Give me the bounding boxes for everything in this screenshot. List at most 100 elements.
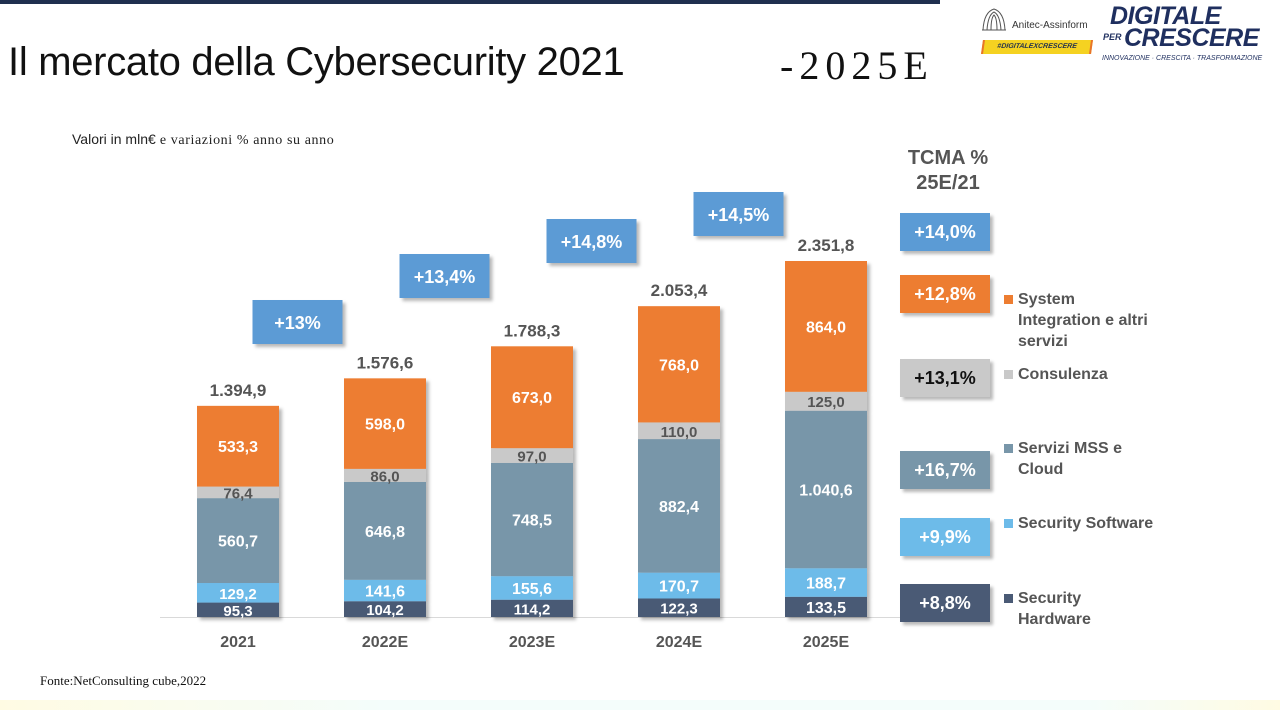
bar-segment-security_software: [638, 572, 720, 599]
legend-label-line: Hardware: [1018, 611, 1091, 628]
legend-label: Consulenza: [1004, 364, 1188, 385]
legend-swatch: [1004, 444, 1013, 453]
yoy-growth-label: +14,5%: [708, 205, 770, 225]
bar-stack-2022E: [344, 378, 426, 617]
legend-swatch: [1004, 519, 1013, 528]
bar-segment-system_integration: [344, 378, 426, 469]
bar-total-label: 1.394,9: [210, 381, 267, 400]
legend-item-security_software: Security Software: [1004, 513, 1188, 534]
x-tick-label: 2025E: [803, 634, 850, 651]
bar-segment-system_integration: [785, 261, 867, 392]
bar-stack-2024E: [638, 306, 720, 617]
bar-segment-system_integration: [197, 405, 279, 487]
segment-value-label: 110,0: [661, 424, 698, 441]
segment-value-label: 114,2: [514, 601, 551, 618]
segment-value-label: 95,3: [223, 603, 252, 620]
yoy-growth-box-bg: [546, 219, 637, 263]
cagr-total-box: +14,0%: [900, 213, 990, 251]
segment-value-label: 125,0: [807, 394, 845, 411]
segment-value-label: 560,7: [218, 534, 258, 551]
bar-segment-consulenza: [638, 422, 720, 440]
bar-segment-security_software: [344, 579, 426, 602]
anitec-assinform-logo: Anitec-Assinform #DIGITALEXCRESCERE: [978, 6, 1093, 56]
legend-label-line: Integration e altri: [1018, 312, 1148, 329]
segment-value-label: 97,0: [517, 449, 546, 466]
segment-value-label: 1.040,6: [799, 482, 852, 499]
legend-label-line: servizi: [1018, 333, 1068, 350]
segment-value-label: 104,2: [366, 602, 404, 619]
bar-segment-servizi_mss: [491, 462, 573, 577]
x-tick-label: 2022E: [362, 634, 409, 651]
legend-label: Security Hardware: [1004, 588, 1188, 630]
segment-value-label: 170,7: [659, 579, 699, 596]
bottom-border-strip: [0, 700, 1280, 710]
cagr-box-security_software: +9,9%: [900, 518, 990, 556]
segment-value-label: 882,4: [659, 499, 699, 516]
segment-value-label: 141,6: [365, 584, 405, 601]
x-tick-label: 2023E: [509, 634, 556, 651]
logo-digitale-text: DIGITALE: [1110, 2, 1221, 30]
yoy-growth-label: +13%: [274, 313, 321, 333]
segment-value-label: 646,8: [365, 524, 405, 541]
cagr-box-security_hardware: +8,8%: [900, 584, 990, 622]
yoy-growth-box: +13,4%: [399, 254, 490, 298]
legend-label: System Integration e altri servizi: [1004, 289, 1188, 352]
segment-value-label: 86,0: [370, 468, 399, 485]
bar-total-label: 1.576,6: [357, 353, 414, 372]
bar-segment-servizi_mss: [638, 439, 720, 573]
cagr-box-servizi_mss: +16,7%: [900, 451, 990, 489]
segment-value-label: 76,4: [223, 485, 253, 502]
bar-segment-consulenza: [785, 391, 867, 411]
bar-segment-system_integration: [638, 306, 720, 423]
yoy-growth-label: +13,4%: [414, 267, 476, 287]
source-note: Fonte:NetConsulting cube,2022: [40, 673, 207, 688]
bar-stack-2025E: [785, 261, 867, 617]
segment-value-label: 188,7: [806, 576, 846, 593]
legend-label: Servizi MSS e Cloud: [1004, 438, 1188, 480]
legend-label-line: Security: [1018, 590, 1082, 607]
segment-value-label: 598,0: [365, 417, 405, 434]
logo-crescere-text: CRESCERE: [1124, 24, 1259, 52]
legend-swatch: [1004, 295, 1013, 304]
cagr-box-consulenza: +13,1%: [900, 359, 990, 397]
legend-item-consulenza: Consulenza: [1004, 364, 1188, 385]
legend-item-servizi_mss: Servizi MSS e Cloud: [1004, 438, 1188, 480]
anitec-shell-icon: [982, 8, 1006, 31]
yoy-growth-box-bg: [252, 300, 343, 344]
segment-value-label: 673,0: [512, 390, 552, 407]
yoy-growth-box: +13%: [252, 300, 343, 344]
yoy-growth-box-bg: [693, 192, 784, 236]
bar-segment-security_hardware: [344, 601, 426, 617]
bar-segment-security_software: [785, 568, 867, 597]
segment-value-label: 748,5: [512, 513, 552, 530]
legend-swatch: [1004, 370, 1013, 379]
segment-value-label: 533,3: [218, 439, 258, 456]
yoy-growth-box: +14,8%: [546, 219, 637, 263]
bar-segment-security_hardware: [491, 599, 573, 617]
legend-swatch: [1004, 594, 1013, 603]
bar-total-label: 2.351,8: [798, 236, 855, 255]
chart-subtitle: Valori in mln€ e variazioni % anno su an…: [72, 131, 334, 149]
bar-segment-servizi_mss: [197, 498, 279, 584]
legend-item-system_integration: System Integration e altri servizi: [1004, 289, 1188, 352]
slide-title-suffix: -2025E: [780, 43, 934, 88]
bar-segment-consulenza: [491, 448, 573, 463]
x-tick-label: 2024E: [656, 634, 703, 651]
yoy-growth-label: +14,8%: [561, 232, 623, 252]
segment-value-label: 864,0: [806, 319, 846, 336]
legend-label-line: System: [1018, 291, 1075, 308]
bar-total-label: 1.788,3: [504, 321, 561, 340]
bar-segment-consulenza: [344, 468, 426, 482]
x-tick-label: 2021: [220, 634, 256, 651]
segment-value-label: 122,3: [660, 601, 698, 618]
bar-stack-2023E: [491, 346, 573, 617]
bar-segment-servizi_mss: [344, 481, 426, 580]
segment-value-label: 129,2: [219, 586, 257, 603]
segment-value-label: 133,5: [806, 600, 846, 617]
legend-label-line: Servizi MSS e: [1018, 440, 1123, 457]
legend-label-line: Cloud: [1018, 461, 1064, 478]
bar-segment-security_hardware: [785, 596, 867, 617]
bar-segment-security_software: [491, 576, 573, 600]
bar-segment-consulenza: [197, 486, 279, 499]
